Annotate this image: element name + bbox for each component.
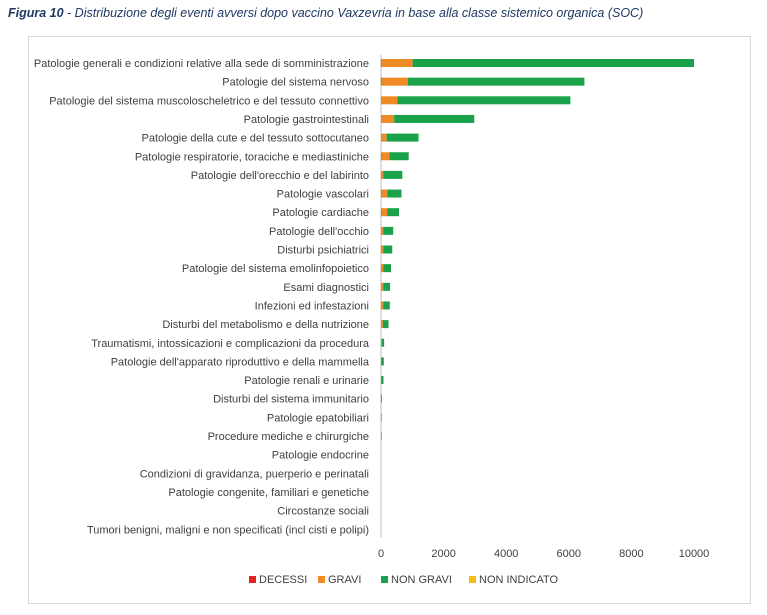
bar-segment — [383, 301, 390, 310]
category-label: Patologie endocrine — [272, 450, 369, 462]
bar-segment — [381, 77, 382, 86]
bar-segment — [382, 320, 389, 329]
bar-segment — [381, 170, 384, 179]
bar-segment — [387, 189, 402, 198]
category-label: Patologie respiratorie, toraciche e medi… — [135, 151, 369, 163]
bar-segment — [381, 394, 382, 403]
bar-segment — [381, 226, 384, 235]
bar-segment — [381, 59, 413, 67]
category-label: Patologie cardiache — [272, 207, 369, 219]
bar-segment — [383, 226, 394, 235]
figure-caption: Figura 10 - Distribuzione degli eventi a… — [8, 6, 643, 20]
bar-segment — [383, 282, 391, 291]
bar-segment — [387, 208, 399, 217]
x-tick-label: 2000 — [431, 548, 455, 560]
category-label: Procedure mediche e chirurgiche — [208, 431, 369, 443]
x-tick-label: 0 — [378, 548, 384, 560]
x-tick-label: 8000 — [619, 548, 643, 560]
bar-segment — [383, 170, 403, 179]
bar-segment — [381, 338, 385, 347]
bar-segment — [381, 338, 382, 347]
bar-segment — [381, 413, 382, 422]
bar-segment — [381, 376, 382, 385]
bar-segment — [381, 189, 388, 198]
category-label: Patologie dell'apparato riproduttivo e d… — [111, 356, 370, 368]
category-label: Disturbi del sistema immunitario — [213, 394, 369, 406]
bar-segment — [381, 245, 384, 254]
bar-segment — [394, 114, 475, 123]
bar-segment — [407, 77, 585, 86]
category-label: Patologie epatobiliari — [267, 412, 369, 424]
category-label: Patologie congenite, familiari e genetic… — [168, 487, 369, 499]
x-tick-label: 6000 — [557, 548, 581, 560]
category-label: Patologie generali e condizioni relative… — [34, 58, 369, 70]
bar-segment — [381, 357, 382, 366]
x-tick-label: 10000 — [679, 548, 710, 560]
legend-label: GRAVI — [328, 574, 361, 586]
bar-segment — [381, 264, 384, 273]
bar-segment — [381, 133, 387, 142]
category-label: Disturbi del metabolismo e della nutrizi… — [162, 319, 369, 331]
category-label: Patologie gastrointestinali — [244, 114, 369, 126]
bar-segment — [381, 152, 390, 161]
category-label: Esami diagnostici — [283, 282, 369, 294]
legend-swatch — [318, 576, 325, 583]
bar-segment — [381, 282, 384, 291]
bar-segment — [383, 264, 392, 273]
bar-segment — [381, 114, 395, 123]
stacked-bar-chart: Patologie generali e condizioni relative… — [34, 55, 710, 586]
bar-segment — [386, 133, 419, 142]
category-label: Tumori benigni, maligni e non specificat… — [87, 524, 369, 536]
legend-label: DECESSI — [259, 574, 307, 586]
bar-segment — [381, 320, 383, 329]
figure-label: Figura 10 — [8, 6, 64, 20]
category-label: Traumatismi, intossicazioni e complicazi… — [91, 338, 370, 350]
legend-label: NON GRAVI — [391, 574, 452, 586]
category-label: Patologie del sistema muscoloscheletrico… — [49, 95, 369, 107]
bar-segment — [412, 59, 694, 67]
legend-swatch — [381, 576, 388, 583]
bar-segment — [397, 96, 571, 105]
category-label: Infezioni ed infestazioni — [255, 300, 369, 312]
legend-swatch — [249, 576, 256, 583]
category-label: Patologie del sistema emolinfopoietico — [182, 263, 369, 275]
bar-segment — [381, 357, 384, 366]
bar-segment — [381, 394, 382, 403]
x-tick-label: 4000 — [494, 548, 518, 560]
category-label: Patologie renali e urinarie — [244, 375, 369, 387]
chart-frame: Patologie generali e condizioni relative… — [28, 36, 751, 604]
category-label: Disturbi psichiatrici — [277, 245, 369, 257]
legend-label: NON INDICATO — [479, 574, 558, 586]
bar-segment — [389, 152, 409, 161]
bar-segment — [381, 208, 388, 217]
figure-caption-text: - Distribuzione degli eventi avversi dop… — [63, 6, 644, 20]
category-label: Condizioni di gravidanza, puerperio e pe… — [140, 468, 369, 480]
bar-segment — [381, 59, 382, 67]
bar-segment — [381, 301, 384, 310]
category-label: Patologie del sistema nervoso — [222, 77, 369, 89]
category-label: Patologie dell'occhio — [269, 226, 369, 238]
bar-segment — [383, 245, 393, 254]
category-label: Circostanze sociali — [277, 506, 369, 518]
category-label: Patologie vascolari — [277, 189, 369, 201]
bar-segment — [381, 432, 382, 440]
legend-swatch — [469, 576, 476, 583]
bar-segment — [381, 96, 398, 105]
category-label: Patologie dell'orecchio e del labirinto — [191, 170, 369, 182]
category-label: Patologie della cute e del tessuto sotto… — [142, 133, 370, 145]
bar-segment — [381, 77, 408, 86]
bar-segment — [381, 376, 384, 385]
